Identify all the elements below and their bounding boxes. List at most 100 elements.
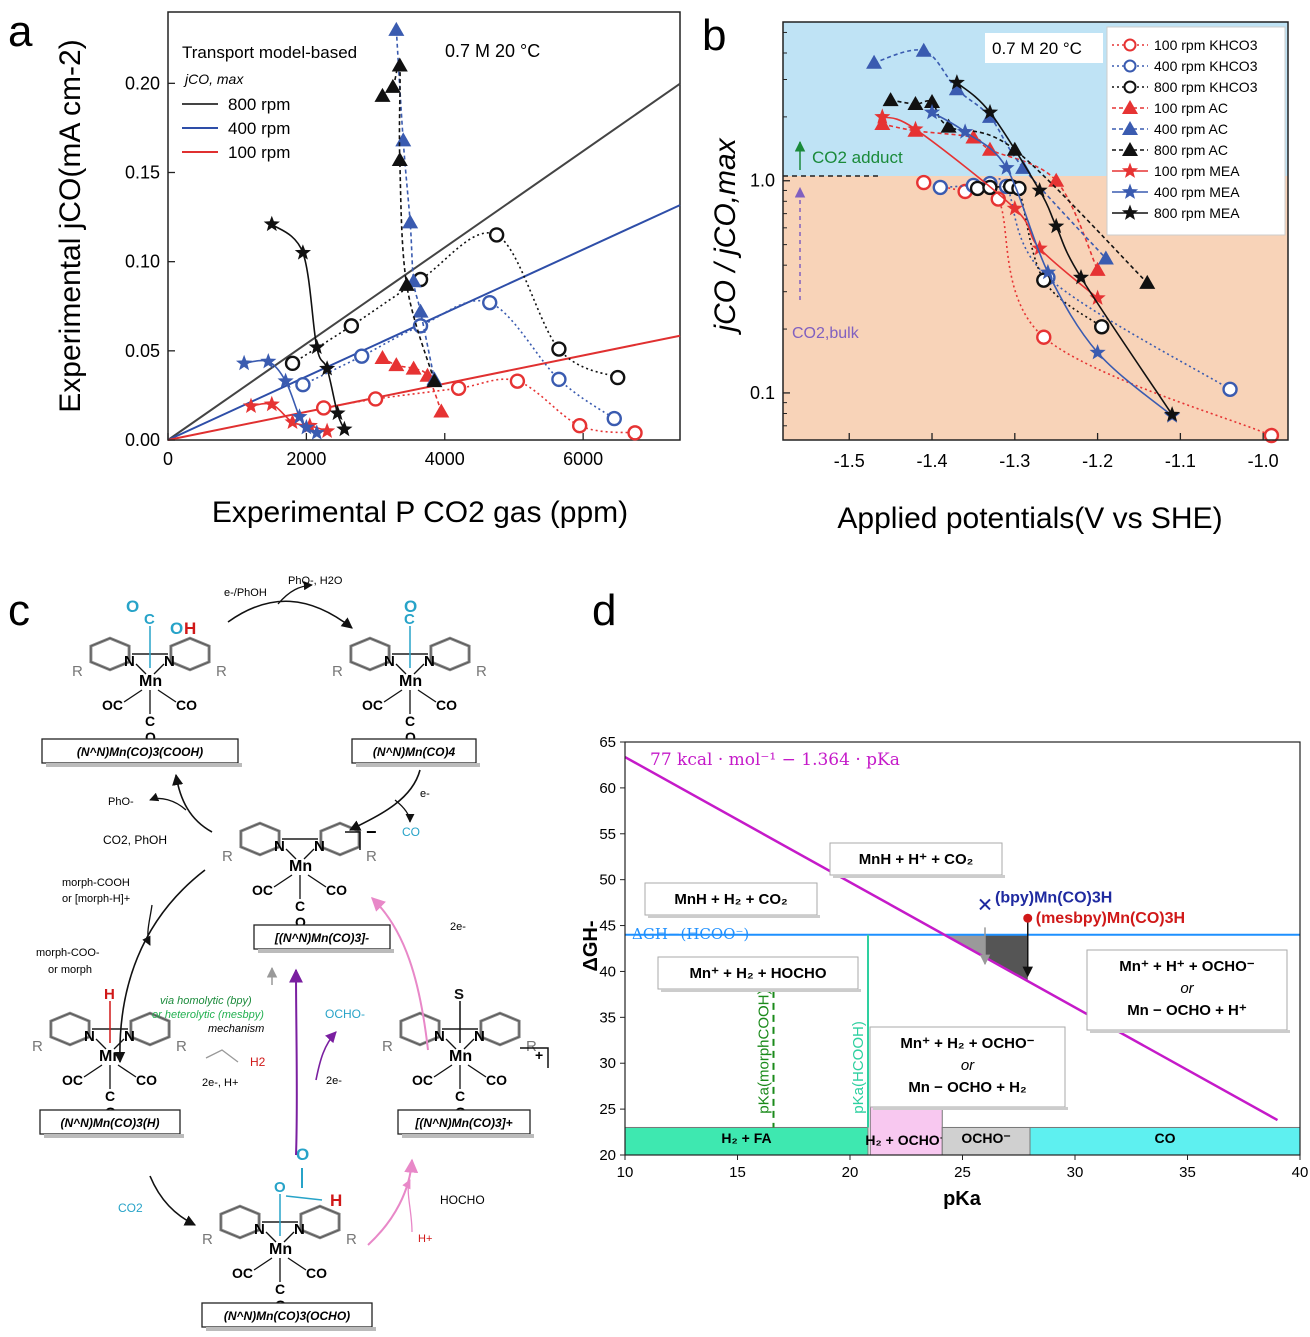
point-a-7-4 [298,419,315,435]
region-mnh-h-co2-line-0: MnH + H⁺ + CO₂ [859,851,974,868]
point-a-7-5 [308,424,325,440]
point-b-1-5 [1222,381,1238,398]
arrow-release-h2o [277,581,313,605]
ytick-label-d-5: 45 [599,918,616,935]
ligand-co-l-hydride: OC [62,1072,83,1088]
legend-b-label-1: 400 rpm KHCO3 [1154,58,1258,74]
atom-n-r-ocho: N [294,1221,305,1238]
point-b-2-0 [969,180,986,197]
model-line-2 [167,334,681,441]
arrow-release-pho [149,792,187,811]
ligand-co-l-ocho: OC [232,1265,253,1281]
arrow-h2-release [205,1049,239,1063]
ytick-label-d-7: 55 [599,826,616,843]
point-a-6-2 [284,413,301,429]
legend-b-marker-3 [1122,100,1138,114]
point-b-4-1 [915,42,932,57]
ligand-co-r-solv: CO [486,1072,507,1088]
region-right-box [1086,949,1288,1031]
point-b-5-3 [940,118,957,133]
point-a-0-0 [315,400,332,416]
pyridine-ring-inner-cooh-l [90,637,130,671]
label-hplus: H+ [418,1233,432,1245]
region-mid-line-1: or [961,1057,975,1074]
ytick-label-d-6: 50 [599,872,616,889]
ytick-label-a-1: 0.05 [125,341,160,361]
legend-b-label-3: 100 rpm AC [1154,100,1228,116]
species-box-hydride: (N^N)Mn(CO)3(H) [39,1109,184,1138]
n-mn-bond-r-hydride [113,1038,125,1050]
xtick-label-a-2: 4000 [425,449,465,469]
label-morph-base2: or morph [48,964,92,976]
n-mn-bond-l-anion [285,848,297,860]
species-label-anion: [(N^N)Mn(CO)3]- [274,931,369,945]
region-mnh-h2-co2-shadow [648,915,820,918]
cooh-o1: O [126,597,139,616]
ligand-o-b-co4: O [405,729,416,745]
xtick-label-a-1: 2000 [286,449,326,469]
atom-n-r-solv: N [474,1028,485,1045]
point-a-5-2 [391,57,408,72]
point-b-7-3 [1039,263,1056,280]
series-line-a-0 [323,378,636,434]
legend-a-label-1: 400 rpm [228,119,290,138]
point-b-5-5 [1139,274,1156,289]
pyridine-ring-inner-co4-r [430,637,470,671]
region-mid-line-2: Mn − OCHO + H₂ [908,1079,1026,1096]
atom-r-l-ocho: R [202,1231,213,1248]
region-right-shadow [1090,1030,1290,1033]
mn-co-bond-l-solv [433,1064,453,1078]
ligand-c-b-hydride: C [105,1088,115,1104]
n-mn-bond-r-ocho [283,1231,295,1243]
atom-n-r-cooh: N [164,653,175,670]
point-b-4-0 [866,54,883,69]
point-b-3-0 [874,116,891,131]
arrow-pink-up [370,897,429,1051]
ligand-o-b-anion: O [295,914,306,930]
region-mid-shadow [873,1107,1068,1110]
species-box-co4: (N^N)Mn(CO)4 [351,738,480,767]
panel-label-d: d [592,586,616,635]
label-2e-b: 2e- [450,921,466,933]
state-bar-2 [941,1126,1031,1156]
ligand-co-l-co4: OC [362,697,383,713]
legend-b-label-0: 100 rpm KHCO3 [1154,37,1258,53]
ytick-label-d-9: 65 [599,734,616,751]
mn-co-bond-r-ocho [287,1257,307,1271]
pka-hcooh-label: pKa(HCOOH) [850,1021,867,1114]
chart-d-xlabel: pKa [943,1188,982,1210]
n-mn-bond-l-cooh [135,663,147,675]
ligand-co-l-solv: OC [412,1072,433,1088]
atom-r-l-hydride: R [32,1038,43,1055]
state-bar-label-1: H₂ + OCHO⁻ [865,1132,947,1148]
point-b-6-0 [874,108,891,124]
region-mnh-h-co2-shadow [833,875,1005,878]
mn-co-bond-r-co4 [417,689,437,703]
chart-b-annotation-box [985,33,1103,63]
xtick-label-d-3: 25 [954,1164,971,1181]
n-mn-bond-r-cooh [153,663,165,675]
point-a-8-3 [319,360,336,376]
point-a-4-1 [395,132,412,147]
point-a-8-2 [308,338,325,355]
point-a-0-2 [450,380,467,396]
point-b-0-4 [1263,427,1280,444]
arrow-anion-to-cooh [172,773,213,833]
species-box-cooh: (N^N)Mn(CO)3(COOH) [41,738,242,767]
xtick-label-b-2: -1.3 [999,451,1030,471]
legend-b-label-4: 400 rpm AC [1154,121,1228,137]
atom-mn-solv: Mn [449,1048,472,1065]
point-a-0-4 [571,418,588,434]
point-b-1-0 [932,179,948,196]
point-a-7-3 [291,408,308,424]
point-bpy-label: (bpy)Mn(CO)3H [995,889,1112,906]
species-label-cooh: (N^N)Mn(CO)3(COOH) [77,745,203,759]
mn-co-bond-r-cooh [157,689,177,703]
atom-n-l-ocho: N [254,1221,265,1238]
ocho-o-top: O [296,1145,309,1164]
atom-r-l-cooh: R [72,663,83,680]
point-a-7-0 [236,354,253,371]
point-a-4-2 [402,214,419,229]
xtick-label-d-0: 10 [617,1164,634,1181]
